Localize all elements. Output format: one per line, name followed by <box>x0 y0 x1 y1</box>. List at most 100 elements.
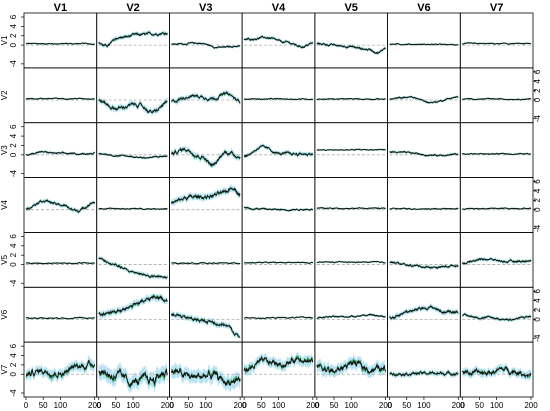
column-title-v1: V1 <box>54 2 67 14</box>
x-tick-label: 200 <box>524 401 538 410</box>
panel-r5-c1 <box>23 232 98 288</box>
x-tick-label: 200 <box>452 401 466 410</box>
series-line-response <box>316 148 386 152</box>
panel-frame <box>387 122 461 178</box>
x-tick-label: 50 <box>184 401 193 410</box>
panel-frame <box>459 177 534 233</box>
x-tick-label: 100 <box>272 401 286 410</box>
panel-frame <box>314 67 388 124</box>
series-line-response <box>25 262 95 265</box>
panel-r3-c1 <box>23 122 98 178</box>
series-line-response <box>170 312 241 338</box>
confidence-band <box>316 354 386 379</box>
y-tick-label: 2 <box>9 252 18 257</box>
confidence-band <box>98 256 168 281</box>
y-tick-label: -4 <box>533 224 542 232</box>
x-tick-label: 50 <box>402 401 411 410</box>
y-tick-label: 6 <box>9 124 18 129</box>
panel-r7-c2 <box>96 341 170 398</box>
y-tick-label: 6 <box>533 69 542 74</box>
panel-frame <box>241 67 316 124</box>
x-tick-label: 50 <box>475 401 484 410</box>
panel-r2-c7 <box>459 67 534 124</box>
series-line-response <box>26 42 96 46</box>
x-tick-label: 0 <box>387 401 392 410</box>
y-tick-label: 6 <box>533 289 542 294</box>
panel-frame <box>387 177 461 233</box>
y-tick-label: 2 <box>533 198 542 203</box>
y-tick-label: 4 <box>9 243 18 248</box>
panel-r4-c6 <box>387 177 461 233</box>
panel-r4-c1 <box>23 177 98 233</box>
confidence-band <box>98 361 168 393</box>
x-tick-label: 200 <box>161 401 175 410</box>
x-tick-label: 0 <box>315 401 320 410</box>
panel-frame <box>387 12 461 69</box>
panel-frame <box>96 122 170 178</box>
panel-frame <box>23 12 98 69</box>
panel-r6-c4 <box>241 286 316 343</box>
series-line-response <box>171 41 241 49</box>
panel-r1-c4 <box>241 12 316 69</box>
series-line-response <box>171 91 241 104</box>
y-tick-label: 4 <box>9 133 18 138</box>
panel-r6-c2 <box>96 286 170 343</box>
x-tick-label: 50 <box>330 401 339 410</box>
panel-r2-c3 <box>169 67 243 124</box>
panel-r4-c7 <box>459 177 534 233</box>
x-tick-label: 0 <box>96 401 101 410</box>
x-tick-label: 100 <box>199 401 213 410</box>
series-line-response <box>25 97 95 101</box>
y-tick-label: 2 <box>9 362 18 367</box>
series-line-response <box>98 153 168 159</box>
series-line-response <box>98 295 168 317</box>
series-line-response <box>243 316 314 319</box>
panel-r1-c7 <box>459 12 534 69</box>
panel-r4-c4 <box>241 177 316 233</box>
series-line-response <box>316 207 386 210</box>
x-tick-label: 50 <box>111 401 120 410</box>
series-line-response <box>98 367 168 388</box>
panel-r7-c1 <box>23 341 98 398</box>
y-tick-label: 0 <box>9 262 18 267</box>
panel-r2-c2 <box>96 67 170 124</box>
panel-frame <box>23 232 98 288</box>
series-line-response <box>243 144 314 158</box>
y-tick-label: 4 <box>533 188 542 193</box>
panel-frame <box>387 232 461 288</box>
series-line-response <box>170 367 241 386</box>
x-tick-label: 0 <box>169 401 174 410</box>
series-line-response <box>461 152 532 156</box>
y-tick-label: 2 <box>533 307 542 312</box>
series-line-response <box>98 207 168 211</box>
panel-r3-c5 <box>314 122 388 178</box>
x-tick-label: 50 <box>39 401 48 410</box>
panel-frame <box>459 122 534 178</box>
panel-r7-c5 <box>314 341 388 398</box>
confidence-band <box>171 183 241 207</box>
series-line-response <box>243 355 314 373</box>
series-line-response <box>462 207 532 210</box>
series-line-response <box>461 366 532 378</box>
y-tick-label: 2 <box>9 143 18 148</box>
y-tick-label: 0 <box>9 42 18 47</box>
x-tick-label: 100 <box>490 401 504 410</box>
row-title-v5: V5 <box>0 254 9 264</box>
y-tick-label: -4 <box>9 169 18 177</box>
series-line-response <box>243 35 314 49</box>
series-line-response <box>316 97 386 101</box>
row-title-v6: V6 <box>0 309 9 319</box>
x-tick-label: 200 <box>233 401 247 410</box>
panel-frame <box>96 67 170 124</box>
series-line-response <box>98 99 168 114</box>
y-tick-label: 0 <box>9 371 18 376</box>
panel-r4-c5 <box>314 177 388 233</box>
panel-frame <box>169 12 243 69</box>
x-tick-label: 0 <box>242 401 247 410</box>
column-title-v6: V6 <box>417 2 430 14</box>
panel-r5-c7 <box>459 232 534 288</box>
row-title-v2: V2 <box>0 90 9 100</box>
panel-frame <box>241 232 316 288</box>
panel-r4-c2 <box>96 177 170 233</box>
panel-frame <box>23 122 98 178</box>
